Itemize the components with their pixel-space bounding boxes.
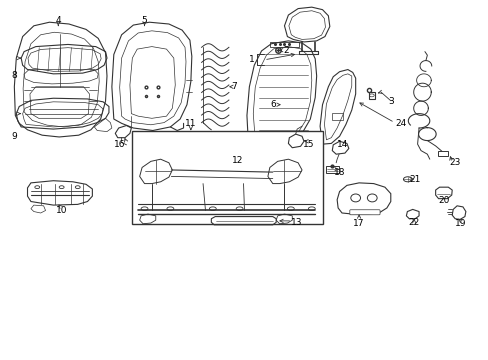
Ellipse shape	[75, 186, 80, 189]
Text: 19: 19	[454, 219, 466, 228]
Text: 1: 1	[249, 55, 255, 64]
Text: 3: 3	[387, 97, 393, 106]
Text: 21: 21	[408, 175, 420, 184]
Text: 18: 18	[333, 168, 345, 177]
Ellipse shape	[209, 207, 216, 211]
Text: 9: 9	[11, 132, 17, 141]
Text: 6: 6	[269, 100, 275, 109]
Ellipse shape	[59, 186, 64, 189]
Text: 12: 12	[231, 156, 243, 165]
Ellipse shape	[403, 177, 411, 182]
Text: 20: 20	[438, 196, 449, 205]
FancyBboxPatch shape	[349, 210, 379, 215]
Ellipse shape	[35, 186, 40, 189]
Text: 23: 23	[448, 158, 460, 167]
FancyBboxPatch shape	[368, 92, 374, 99]
FancyBboxPatch shape	[437, 150, 447, 156]
Ellipse shape	[141, 207, 148, 211]
Text: 8: 8	[11, 71, 17, 80]
Ellipse shape	[236, 207, 243, 211]
Text: 16: 16	[114, 140, 125, 149]
Text: 2: 2	[283, 46, 288, 55]
Text: 24: 24	[394, 119, 406, 128]
Text: 5: 5	[142, 16, 147, 25]
Ellipse shape	[308, 207, 315, 211]
Text: 13: 13	[291, 218, 302, 227]
Ellipse shape	[166, 207, 173, 211]
Text: 15: 15	[303, 140, 314, 149]
Text: 4: 4	[55, 16, 61, 25]
Text: 14: 14	[337, 140, 348, 149]
Text: 22: 22	[408, 218, 419, 227]
Text: 7: 7	[230, 82, 236, 91]
Text: 10: 10	[56, 206, 67, 215]
Ellipse shape	[287, 207, 294, 211]
FancyBboxPatch shape	[326, 166, 338, 173]
Text: 11: 11	[185, 119, 196, 128]
FancyBboxPatch shape	[132, 131, 322, 224]
Text: 17: 17	[353, 219, 364, 228]
